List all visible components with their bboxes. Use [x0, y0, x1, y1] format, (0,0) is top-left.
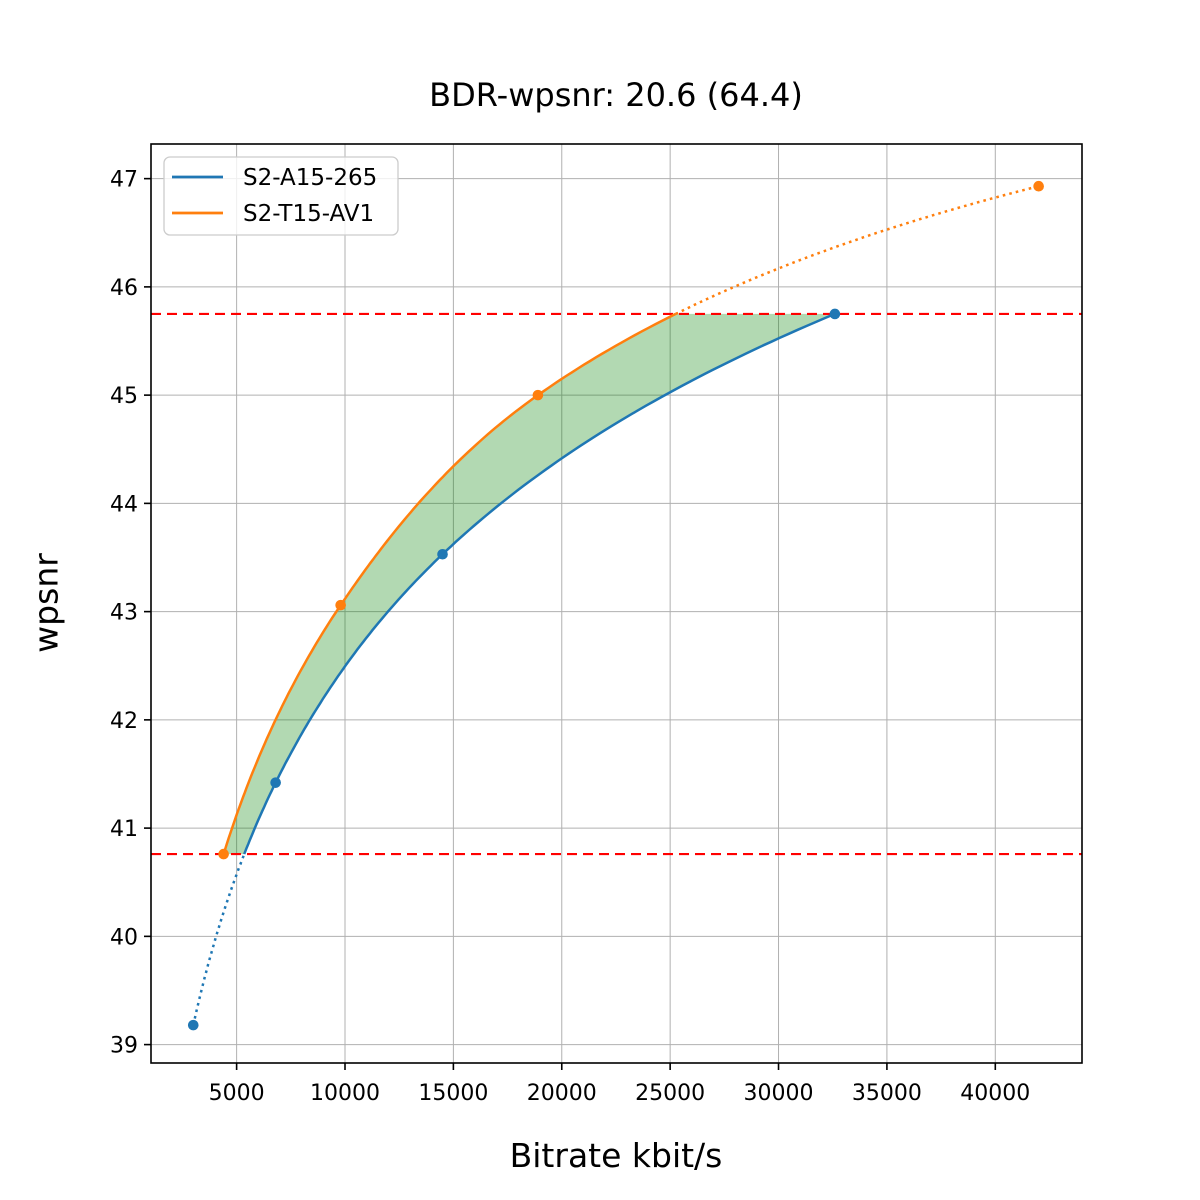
chart-title: BDR-wpsnr: 20.6 (64.4)	[429, 76, 803, 114]
legend: S2-A15-265 S2-T15-AV1	[163, 156, 399, 236]
curve-s2-t15-av1-solid	[222, 312, 677, 855]
curve-s2-t15-av1-dotted	[675, 184, 1039, 316]
y-tick-label-40: 40	[110, 925, 138, 950]
y-tick-label-39: 39	[110, 1034, 138, 1059]
data-point-s2-a15-265	[270, 777, 281, 788]
x-axis-label: Bitrate kbit/s	[510, 1136, 723, 1175]
y-axis-label: wpsnr	[27, 553, 66, 653]
data-point-s2-a15-265	[187, 1019, 199, 1031]
x-tick-label-25000: 25000	[635, 1081, 705, 1106]
data-point-s2-t15-av1	[218, 848, 229, 860]
legend-label-s2-a15-265: S2-A15-265	[243, 165, 377, 191]
data-point-s2-a15-265	[829, 308, 841, 320]
x-tick-label-40000: 40000	[960, 1081, 1030, 1106]
x-tick-label-10000: 10000	[310, 1081, 380, 1106]
curves	[192, 184, 1039, 1026]
curve-s2-a15-265-solid	[243, 312, 836, 855]
y-tick-label-46: 46	[110, 276, 138, 301]
bd-overlap-fill	[223, 313, 835, 855]
y-tick-label-41: 41	[110, 817, 138, 842]
data-point-s2-t15-av1	[335, 599, 346, 611]
y-tick-label-47: 47	[110, 168, 138, 193]
x-tick-label-20000: 20000	[527, 1081, 597, 1106]
y-tick-label-42: 42	[110, 709, 138, 734]
legend-label-s2-t15-av1: S2-T15-AV1	[243, 201, 374, 227]
y-tick-label-44: 44	[110, 492, 138, 517]
data-point-s2-a15-265	[437, 548, 448, 560]
bd-overlap-region	[223, 313, 835, 855]
x-tick-label-35000: 35000	[852, 1081, 922, 1106]
x-tick-label-5000: 5000	[209, 1081, 265, 1106]
axes: 5000 10000 15000 20000 25000 30000 35000 40000 3…	[110, 143, 1083, 1106]
x-tick-label-30000: 30000	[744, 1081, 814, 1106]
curve-s2-a15-265-dotted	[192, 853, 246, 1026]
plot-border	[150, 143, 1083, 1064]
y-tick-label-45: 45	[110, 384, 138, 409]
x-tick-label-15000: 15000	[418, 1081, 488, 1106]
data-points	[187, 180, 1044, 1031]
data-point-s2-t15-av1	[532, 389, 544, 401]
y-tick-label-43: 43	[110, 601, 138, 626]
overlap-reference-lines	[151, 312, 1082, 856]
data-point-s2-t15-av1	[1033, 180, 1044, 192]
grid	[151, 144, 1082, 1063]
